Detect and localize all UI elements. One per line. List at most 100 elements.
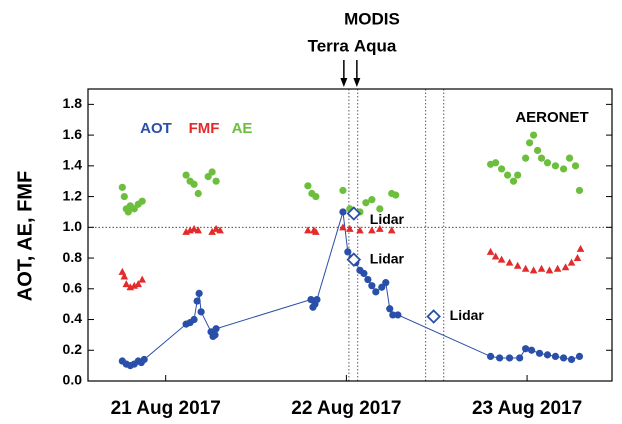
point	[124, 208, 132, 216]
point	[118, 183, 126, 191]
point	[339, 223, 347, 231]
point	[567, 258, 576, 266]
terra-label: Terra	[308, 36, 350, 55]
point	[537, 154, 546, 162]
y-tick-label: 0.8	[63, 249, 83, 265]
point	[194, 189, 202, 198]
point	[553, 264, 562, 272]
y-tick-label: 1.2	[63, 187, 83, 203]
point	[496, 354, 504, 362]
point-label: Lidar	[370, 211, 405, 227]
point	[208, 168, 216, 176]
y-tick-label: 0.2	[63, 341, 83, 357]
point-label: Lidar	[450, 307, 485, 323]
legend-label: AE	[232, 120, 253, 137]
y-tick-label: 0.4	[63, 310, 83, 326]
point	[368, 196, 376, 204]
point	[190, 224, 198, 232]
point	[575, 186, 584, 195]
point	[211, 331, 219, 339]
point	[368, 282, 376, 290]
point	[522, 154, 530, 162]
point	[193, 297, 201, 305]
point	[304, 226, 312, 234]
point	[503, 171, 512, 179]
point	[313, 295, 321, 304]
point	[533, 146, 542, 155]
y-tick-label: 0.0	[63, 372, 83, 388]
plot-frame	[87, 88, 613, 382]
y-axis-label: AOT, AE, FMF	[14, 171, 36, 301]
y-tick-label: 1.8	[63, 95, 83, 111]
point	[535, 349, 544, 357]
point	[559, 165, 568, 173]
y-tick-label: 1.0	[63, 218, 83, 234]
point	[567, 355, 576, 364]
x-tick-label: 21 Aug 2017	[111, 398, 221, 419]
arrow-head	[340, 78, 348, 87]
point	[545, 266, 554, 274]
point	[522, 345, 530, 353]
point	[122, 280, 131, 288]
point	[212, 177, 220, 185]
point	[505, 258, 514, 266]
arrow-head	[353, 78, 361, 87]
point	[190, 180, 198, 188]
point	[339, 186, 347, 195]
point	[551, 162, 560, 170]
point	[195, 289, 203, 297]
y-tick-label: 1.6	[63, 126, 83, 142]
point	[208, 227, 216, 235]
point	[134, 280, 143, 288]
y-tick-label: 0.6	[63, 279, 83, 295]
point	[497, 165, 506, 173]
point	[212, 224, 220, 232]
point	[565, 154, 574, 162]
point	[571, 162, 580, 170]
point	[212, 325, 220, 333]
point	[372, 288, 380, 296]
legend-label: FMF	[189, 120, 220, 137]
point	[392, 191, 400, 199]
point	[120, 272, 129, 280]
point	[492, 159, 500, 167]
point	[190, 315, 198, 324]
point	[197, 308, 205, 316]
point	[304, 182, 312, 190]
point	[529, 131, 538, 139]
point	[561, 263, 570, 271]
point	[543, 351, 552, 359]
point	[356, 226, 364, 234]
point	[362, 199, 370, 207]
point	[376, 205, 384, 213]
point	[491, 252, 500, 260]
aqua-label: Aqua	[354, 36, 397, 55]
point	[497, 255, 506, 263]
x-tick-label: 22 Aug 2017	[291, 398, 401, 419]
point	[543, 159, 552, 167]
point	[527, 346, 536, 354]
point	[194, 226, 203, 234]
point	[486, 247, 495, 255]
modis-label: MODIS	[344, 9, 400, 28]
point	[521, 264, 530, 272]
point-label: Lidar	[370, 250, 405, 266]
point	[138, 275, 147, 283]
point	[138, 197, 146, 205]
point	[516, 354, 524, 362]
point	[551, 352, 560, 361]
point	[216, 226, 224, 234]
point	[368, 226, 376, 234]
point	[529, 266, 538, 274]
legend-label: AOT	[140, 120, 172, 137]
point	[376, 224, 384, 232]
y-tick-label: 1.4	[63, 157, 83, 173]
point	[389, 311, 397, 319]
point	[140, 355, 148, 364]
point	[312, 192, 320, 201]
point	[426, 309, 441, 324]
point	[514, 171, 522, 179]
point	[339, 208, 347, 216]
series-line	[122, 211, 580, 367]
point	[346, 224, 354, 232]
